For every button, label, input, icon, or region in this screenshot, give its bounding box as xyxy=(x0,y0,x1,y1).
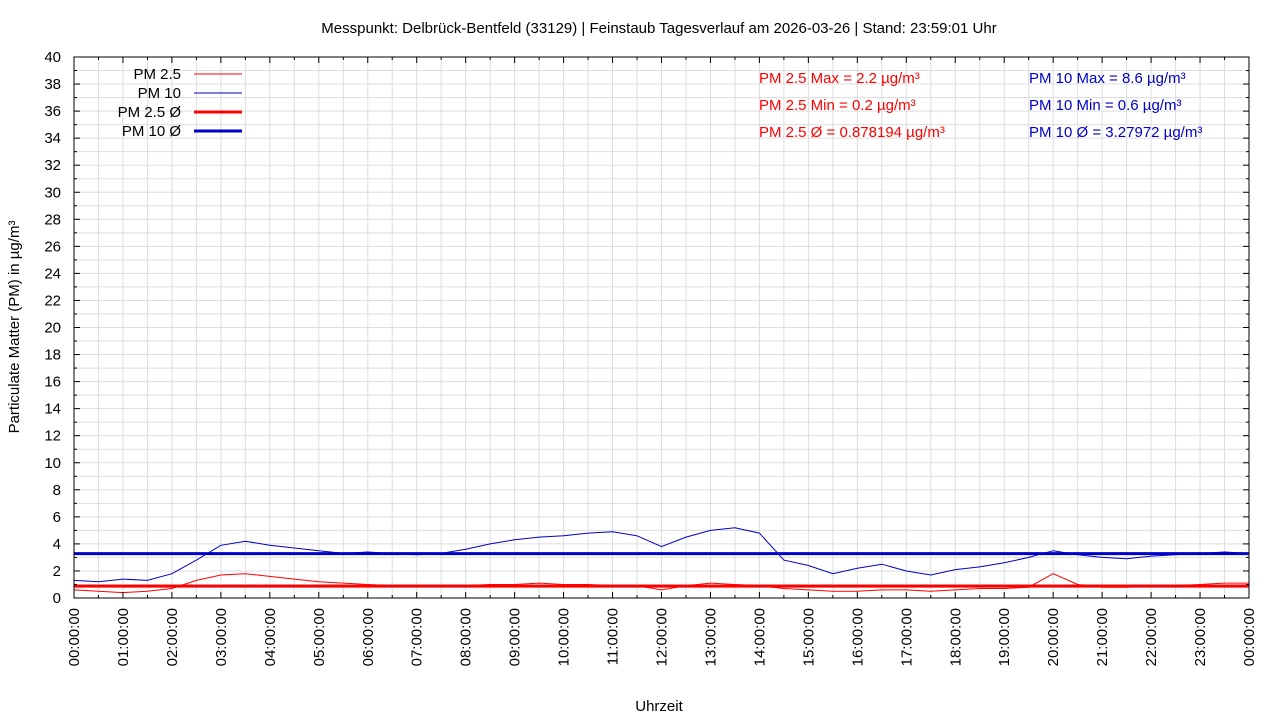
series-line xyxy=(73,573,1249,594)
legend-label: PM 10 xyxy=(138,85,181,102)
y-tick-label: 6 xyxy=(53,509,61,526)
x-tick-label: 09:00:00 xyxy=(507,608,524,666)
x-tick-label: 07:00:00 xyxy=(409,608,426,666)
y-tick-label: 14 xyxy=(44,401,61,418)
y-tick-label: 16 xyxy=(44,374,61,391)
x-tick-label: 11:00:00 xyxy=(605,608,622,665)
stat-pm25: PM 2.5 Min = 0.2 µg/m³ xyxy=(759,97,916,114)
x-tick-label: 12:00:00 xyxy=(654,608,671,666)
x-tick-label: 19:00:00 xyxy=(996,608,1013,666)
x-tick-label: 14:00:00 xyxy=(751,608,768,666)
legend: PM 2.5 PM 10 PM 2.5 Ø PM 10 Ø xyxy=(118,66,242,140)
y-tick-label: 40 xyxy=(44,49,61,66)
y-tick-label: 26 xyxy=(44,238,61,255)
y-tick-label: 10 xyxy=(44,455,61,472)
y-tick-label: 20 xyxy=(44,320,61,337)
chart-title: Messpunkt: Delbrück-Bentfeld (33129) | F… xyxy=(321,20,996,37)
x-tick-label: 06:00:00 xyxy=(360,608,377,666)
x-tick-label: 03:00:00 xyxy=(213,608,230,666)
x-tick-label: 02:00:00 xyxy=(164,608,181,666)
x-tick-label: 16:00:00 xyxy=(849,608,866,666)
grid-lines xyxy=(73,56,1250,599)
y-tick-label: 28 xyxy=(44,211,61,228)
series-line xyxy=(73,527,1250,583)
x-tick-label: 22:00:00 xyxy=(1143,608,1160,666)
data-series xyxy=(73,527,1250,594)
y-tick-label: 30 xyxy=(44,184,61,201)
x-tick-label: 01:00:00 xyxy=(115,608,132,666)
y-tick-label: 36 xyxy=(44,103,61,120)
x-tick-label: 13:00:00 xyxy=(702,608,719,666)
legend-label: PM 2.5 xyxy=(133,66,181,83)
x-tick-label: 17:00:00 xyxy=(898,608,915,666)
x-tick-label: 08:00:00 xyxy=(458,608,475,666)
x-tick-label: 00:00:00 xyxy=(66,608,83,666)
stat-pm10: PM 10 Max = 8.6 µg/m³ xyxy=(1029,70,1186,87)
stats-annotations: PM 2.5 Max = 2.2 µg/m³ PM 2.5 Min = 0.2 µ… xyxy=(759,70,1202,141)
y-tick-label: 12 xyxy=(44,428,61,445)
x-tick-label: 18:00:00 xyxy=(947,608,964,666)
y-tick-label: 4 xyxy=(53,536,61,553)
y-tick-label: 24 xyxy=(44,265,61,282)
y-tick-label: 32 xyxy=(44,157,61,174)
x-axis-label: Uhrzeit xyxy=(635,698,683,715)
x-tick-label: 10:00:00 xyxy=(556,608,573,666)
y-axis-label: Particulate Matter (PM) in µg/m³ xyxy=(6,221,23,434)
stat-pm25: PM 2.5 Ø = 0.878194 µg/m³ xyxy=(759,124,945,141)
stat-pm10: PM 10 Ø = 3.27972 µg/m³ xyxy=(1029,124,1202,141)
x-tick-label: 00:00:00 xyxy=(1241,608,1258,666)
stat-pm10: PM 10 Min = 0.6 µg/m³ xyxy=(1029,97,1181,114)
x-tick-label: 23:00:00 xyxy=(1192,608,1209,666)
stat-pm25: PM 2.5 Max = 2.2 µg/m³ xyxy=(759,70,920,87)
x-tick-label: 21:00:00 xyxy=(1094,608,1111,666)
y-tick-label: 0 xyxy=(53,590,61,607)
x-tick-label: 04:00:00 xyxy=(262,608,279,666)
x-tick-label: 05:00:00 xyxy=(311,608,328,666)
y-tick-label: 8 xyxy=(53,482,61,499)
y-tick-label: 22 xyxy=(44,292,61,309)
x-axis: 00:00:00 01:00:00 02:00:00 03:00:00 04:00:00… xyxy=(66,57,1258,666)
y-tick-label: 38 xyxy=(44,76,61,93)
y-tick-label: 2 xyxy=(53,563,61,580)
x-tick-label: 20:00:00 xyxy=(1045,608,1062,666)
y-tick-label: 18 xyxy=(44,347,61,364)
legend-label: PM 2.5 Ø xyxy=(118,104,182,121)
x-tick-label: 15:00:00 xyxy=(800,608,817,666)
y-tick-label: 34 xyxy=(44,130,61,147)
legend-label: PM 10 Ø xyxy=(122,123,182,140)
